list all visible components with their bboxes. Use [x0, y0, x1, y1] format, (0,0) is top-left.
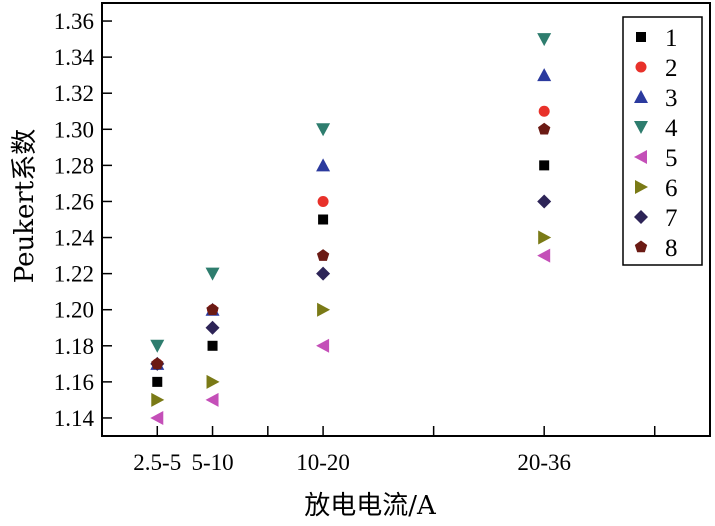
legend-marker-1 [636, 32, 646, 42]
legend-marker-3 [634, 90, 648, 103]
point-series-4 [316, 123, 331, 137]
point-series-7 [537, 194, 552, 209]
point-series-5 [150, 410, 164, 425]
legend-label: 6 [665, 175, 678, 202]
point-series-7 [205, 320, 220, 335]
point-series-1 [539, 160, 550, 171]
legend: 1 2 3 4 5 6 7 8 [622, 16, 703, 266]
legend-box [622, 16, 703, 266]
legend-label: 1 [665, 25, 678, 52]
legend-label: 8 [665, 235, 678, 262]
y-tick-label: 1.26 [54, 189, 94, 214]
legend-label: 4 [665, 115, 678, 142]
point-series-6 [206, 374, 220, 389]
plot-frame [101, 2, 711, 437]
point-series-3 [316, 158, 331, 172]
point-series-5 [316, 338, 330, 353]
y-tick-label: 1.30 [54, 117, 94, 142]
legend-marker-7 [634, 210, 648, 224]
y-tick-label: 1.32 [54, 81, 94, 106]
point-series-1 [318, 214, 329, 225]
point-series-4 [150, 339, 165, 353]
point-series-1 [152, 376, 163, 387]
y-tick-label: 1.16 [54, 370, 94, 395]
point-series-6 [151, 392, 165, 407]
x-tick-label: 5-10 [191, 450, 233, 475]
legend-marker-2 [635, 61, 647, 73]
legend-marker-4 [634, 121, 648, 134]
x-tick-label: 10-20 [296, 450, 350, 475]
point-series-6 [538, 230, 552, 245]
legend-label: 2 [665, 55, 678, 82]
point-series-3 [537, 68, 552, 82]
point-series-4 [205, 267, 220, 281]
data-points [150, 33, 552, 425]
y-tick-label: 1.18 [54, 334, 94, 359]
point-series-1 [207, 340, 218, 351]
point-series-5 [537, 248, 551, 263]
y-tick-label: 1.14 [54, 406, 95, 431]
y-axis-ticks: 1.14 1.16 1.18 1.20 1.22 1.24 1.26 1.28 1.30 1.32… [54, 9, 112, 431]
y-tick-label: 1.28 [54, 153, 94, 178]
legend-label: 7 [665, 205, 678, 232]
y-tick-label: 1.20 [54, 298, 94, 323]
x-axis-ticks: 2.5-5 5-10 10-20 20-36 [133, 426, 656, 475]
legend-label: 5 [665, 145, 678, 172]
legend-marker-6 [635, 180, 648, 194]
y-tick-label: 1.22 [54, 262, 94, 287]
x-tick-label: 20-36 [517, 450, 571, 475]
y-tick-label: 1.34 [54, 45, 95, 70]
legend-label: 3 [665, 85, 678, 112]
point-series-2 [538, 105, 550, 117]
x-axis-title: 放电电流/A [304, 491, 437, 521]
y-axis-title: Peukert系数 [10, 129, 40, 283]
point-series-6 [317, 302, 331, 317]
point-series-8 [316, 249, 330, 261]
point-series-4 [537, 33, 552, 47]
point-series-8 [206, 303, 219, 315]
point-series-7 [316, 266, 331, 281]
point-series-8 [538, 122, 551, 135]
y-tick-label: 1.24 [54, 226, 95, 251]
legend-marker-8 [634, 240, 648, 253]
point-series-8 [151, 357, 164, 370]
y-tick-label: 1.36 [54, 9, 94, 34]
point-series-5 [205, 392, 219, 407]
x-tick-label: 2.5-5 [133, 450, 181, 475]
legend-marker-5 [634, 150, 647, 164]
point-series-2 [317, 195, 329, 207]
